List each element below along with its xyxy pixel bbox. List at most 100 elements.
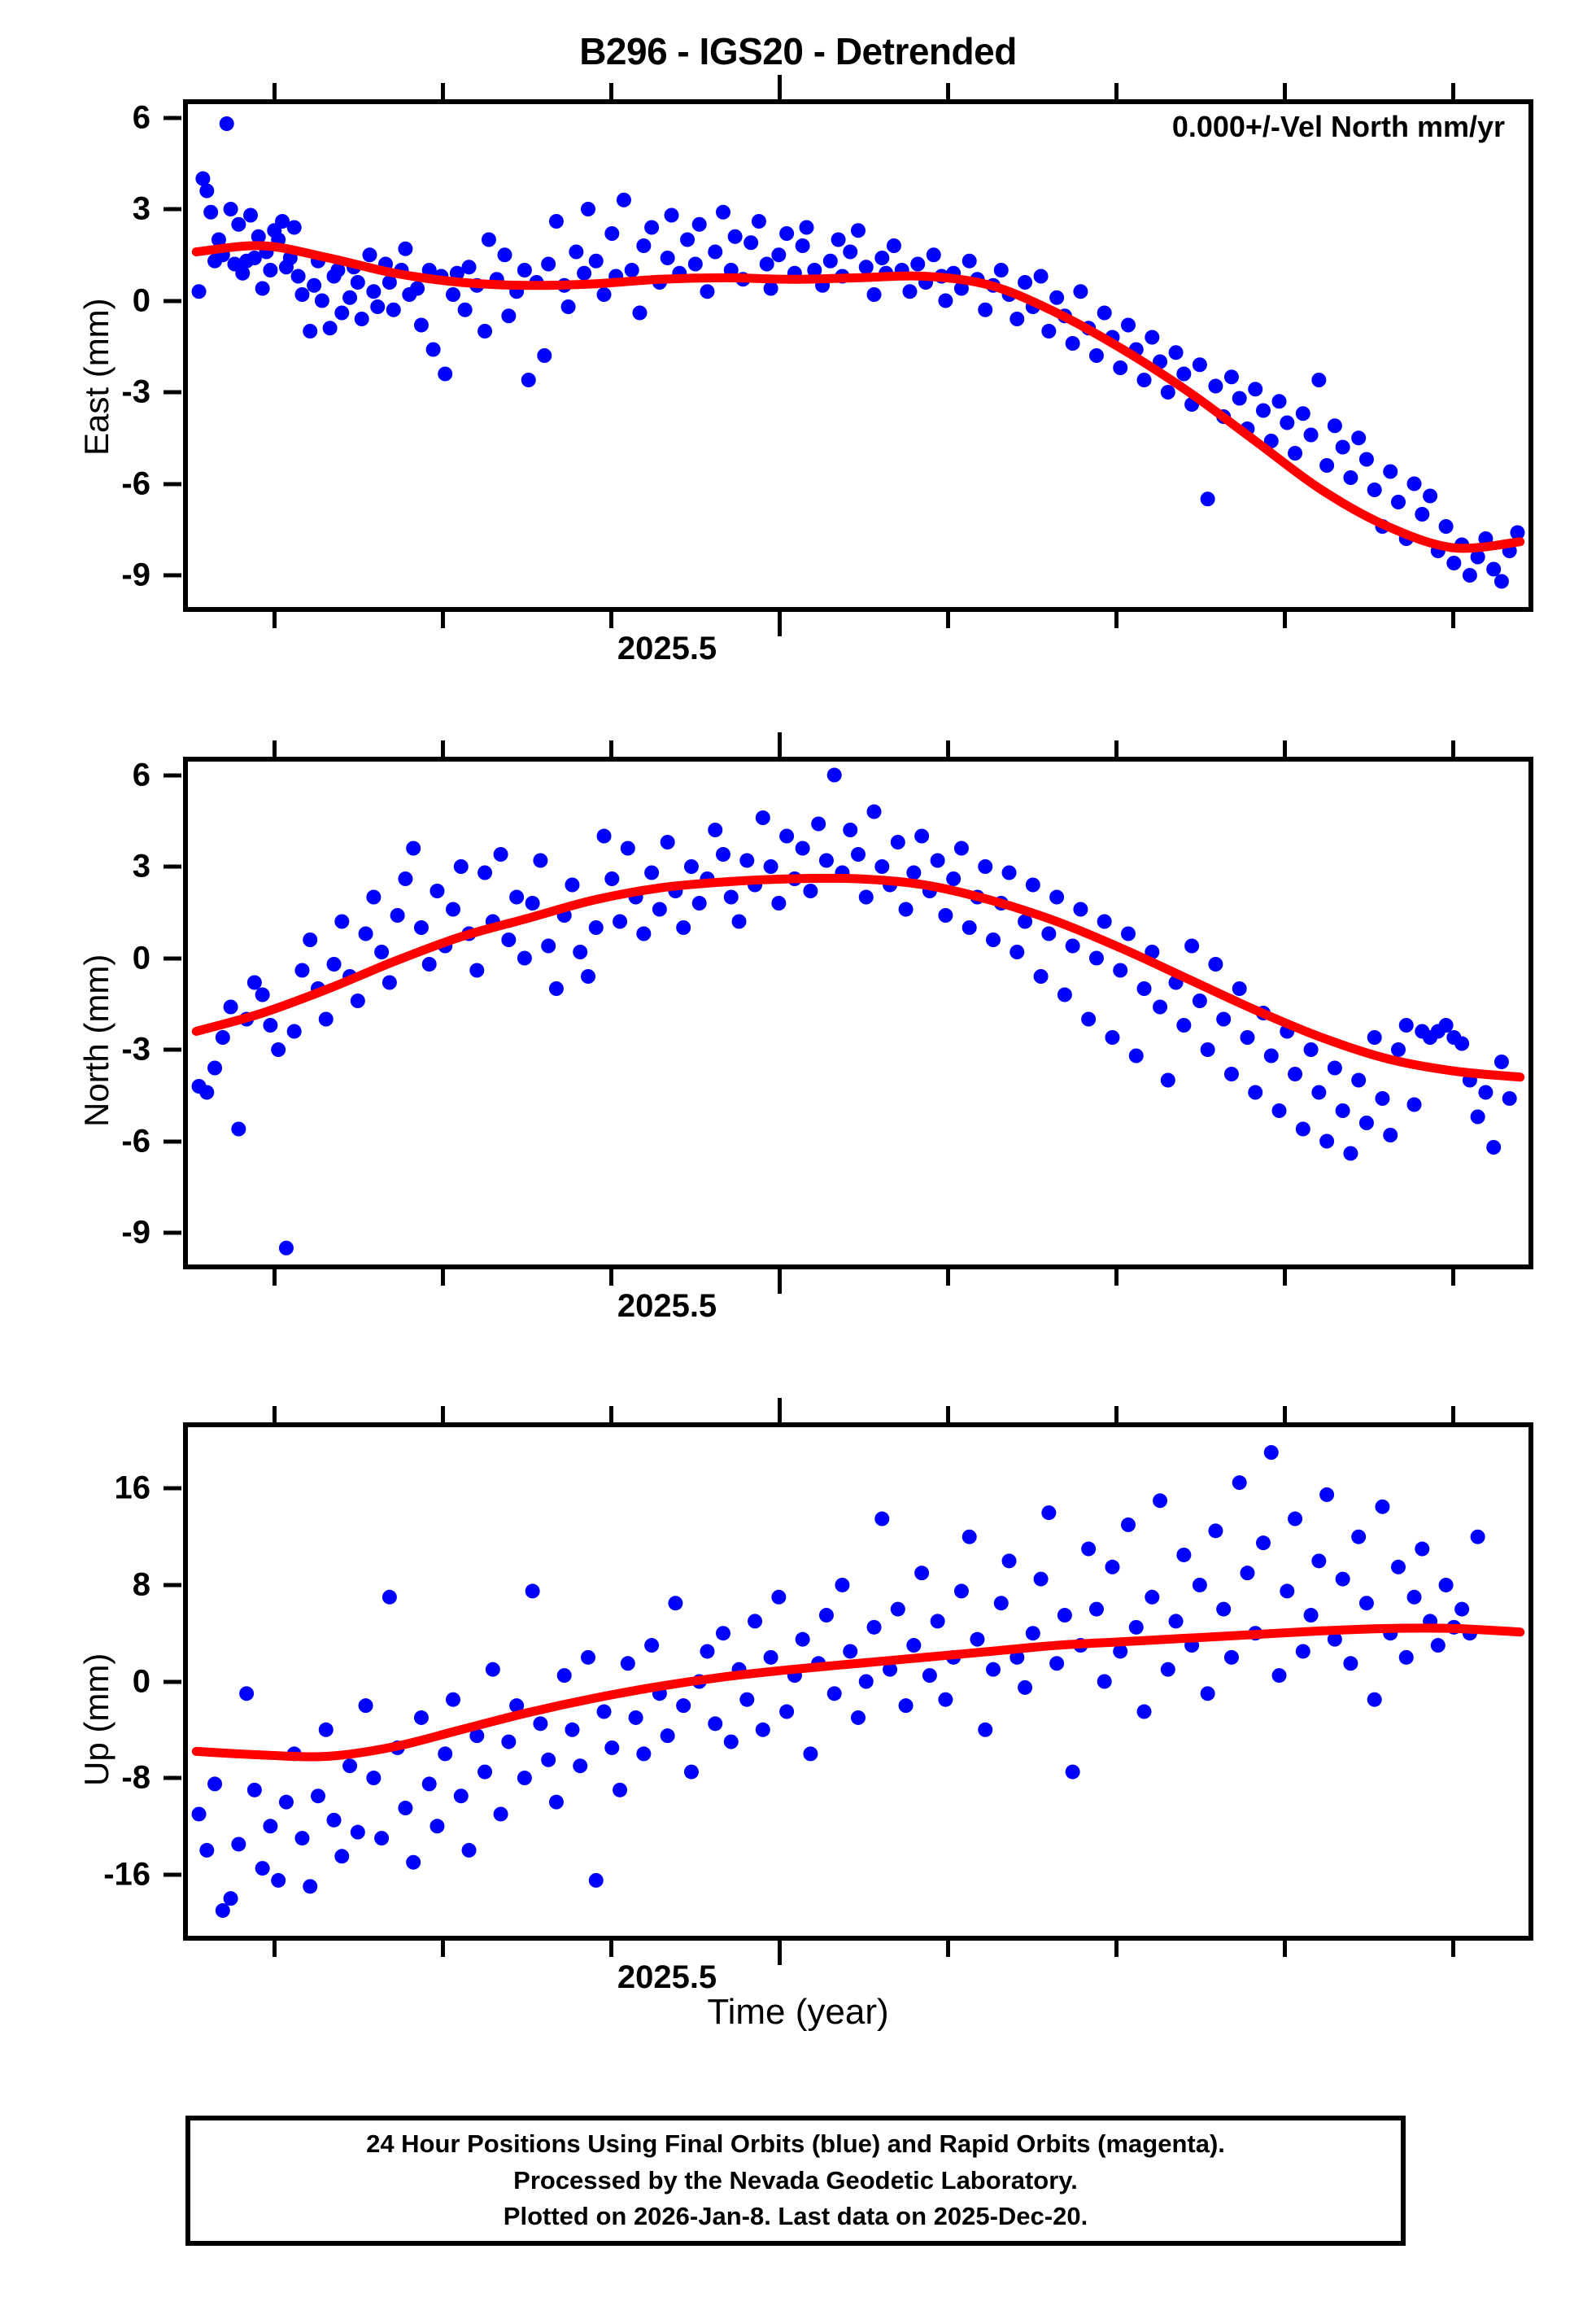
data-point (851, 1710, 866, 1725)
xtick-mark-minor (946, 612, 950, 628)
data-point (763, 281, 778, 296)
data-point (962, 1529, 977, 1544)
data-point (858, 1674, 874, 1689)
data-point (1097, 1674, 1112, 1689)
xtick-mark-minor (273, 612, 277, 628)
data-point (910, 256, 926, 272)
data-point (362, 247, 377, 263)
data-point (795, 841, 810, 856)
xtick-mark-top (441, 83, 445, 99)
xtick-mark-minor (273, 1941, 277, 1957)
data-point (461, 260, 477, 275)
xtick-mark-top (273, 740, 277, 757)
data-point (874, 859, 890, 874)
data-point (906, 1638, 922, 1653)
data-point (1097, 914, 1112, 929)
data-point (1303, 1042, 1319, 1057)
data-point (779, 226, 795, 241)
data-point (1454, 1601, 1470, 1617)
data-point (1256, 403, 1271, 418)
page-title: B296 - IGS20 - Detrended (579, 30, 1017, 72)
data-point (1510, 0, 1524, 7)
data-point (386, 302, 401, 317)
data-point (596, 1704, 612, 1719)
data-point (886, 238, 901, 253)
data-point (596, 828, 612, 844)
data-point (946, 871, 962, 886)
data-point (517, 263, 532, 277)
data-point (1438, 519, 1454, 534)
data-point (731, 914, 747, 929)
data-point (1335, 1103, 1350, 1118)
data-point (303, 1879, 318, 1894)
data-point (803, 884, 818, 898)
data-point (255, 281, 270, 296)
data-point (1470, 549, 1485, 565)
data-point (739, 1692, 755, 1707)
data-point (723, 889, 739, 905)
data-point (1358, 1596, 1374, 1611)
data-point (1009, 312, 1025, 326)
data-point (207, 1776, 223, 1792)
data-point (818, 1608, 834, 1623)
data-point (716, 847, 730, 862)
data-point (1288, 1511, 1303, 1526)
data-point (683, 1764, 699, 1780)
data-point (1398, 1649, 1414, 1665)
data-point (986, 932, 1001, 947)
data-point (866, 804, 882, 819)
data-point (628, 1710, 643, 1725)
data-point (1351, 1072, 1367, 1088)
data-point (477, 324, 493, 338)
data-point (953, 1583, 969, 1599)
data-point (326, 957, 342, 972)
data-point (1073, 902, 1088, 917)
data-point (1025, 877, 1040, 893)
data-point (1423, 488, 1438, 504)
data-point (795, 238, 810, 253)
plot-frame-north (183, 757, 1533, 1269)
ytick-label: 3 (132, 190, 150, 227)
plot-frame-up (183, 1422, 1533, 1941)
ytick-label: -6 (121, 1123, 150, 1159)
data-point (1176, 1547, 1192, 1562)
ytick-label: -9 (121, 557, 150, 593)
data-point (406, 841, 421, 856)
data-point (581, 202, 595, 216)
data-point (446, 287, 460, 302)
data-point (560, 299, 576, 314)
data-point (1335, 439, 1350, 455)
data-point (866, 1619, 882, 1635)
ytick-label: 0 (132, 940, 150, 976)
xtick-mark-minor (946, 1941, 950, 1957)
data-point (636, 926, 652, 941)
data-point (446, 902, 460, 917)
data-point (1033, 269, 1049, 284)
xtick-mark-minor (1283, 1941, 1287, 1957)
data-point (1454, 1036, 1470, 1051)
data-point (1367, 483, 1382, 497)
data-point (1145, 330, 1160, 345)
data-point (1128, 1619, 1144, 1635)
data-point (1494, 1055, 1509, 1069)
ytick-label: -3 (121, 373, 150, 410)
data-point (1176, 1018, 1192, 1033)
data-point (1256, 1535, 1271, 1551)
data-point (239, 1686, 255, 1701)
data-point (1295, 1121, 1310, 1137)
data-point (826, 1686, 842, 1701)
data-point (613, 1782, 628, 1797)
data-point (1486, 561, 1502, 577)
data-point (1288, 446, 1303, 461)
data-point (1303, 427, 1319, 443)
data-point (755, 1722, 770, 1737)
data-point (485, 1662, 500, 1677)
data-point (843, 244, 858, 260)
data-point (1240, 1030, 1255, 1045)
xtick-mark-major (778, 1269, 782, 1294)
caption-box: 24 Hour Positions Using Final Orbits (bl… (185, 2116, 1406, 2246)
data-point (604, 1740, 620, 1755)
